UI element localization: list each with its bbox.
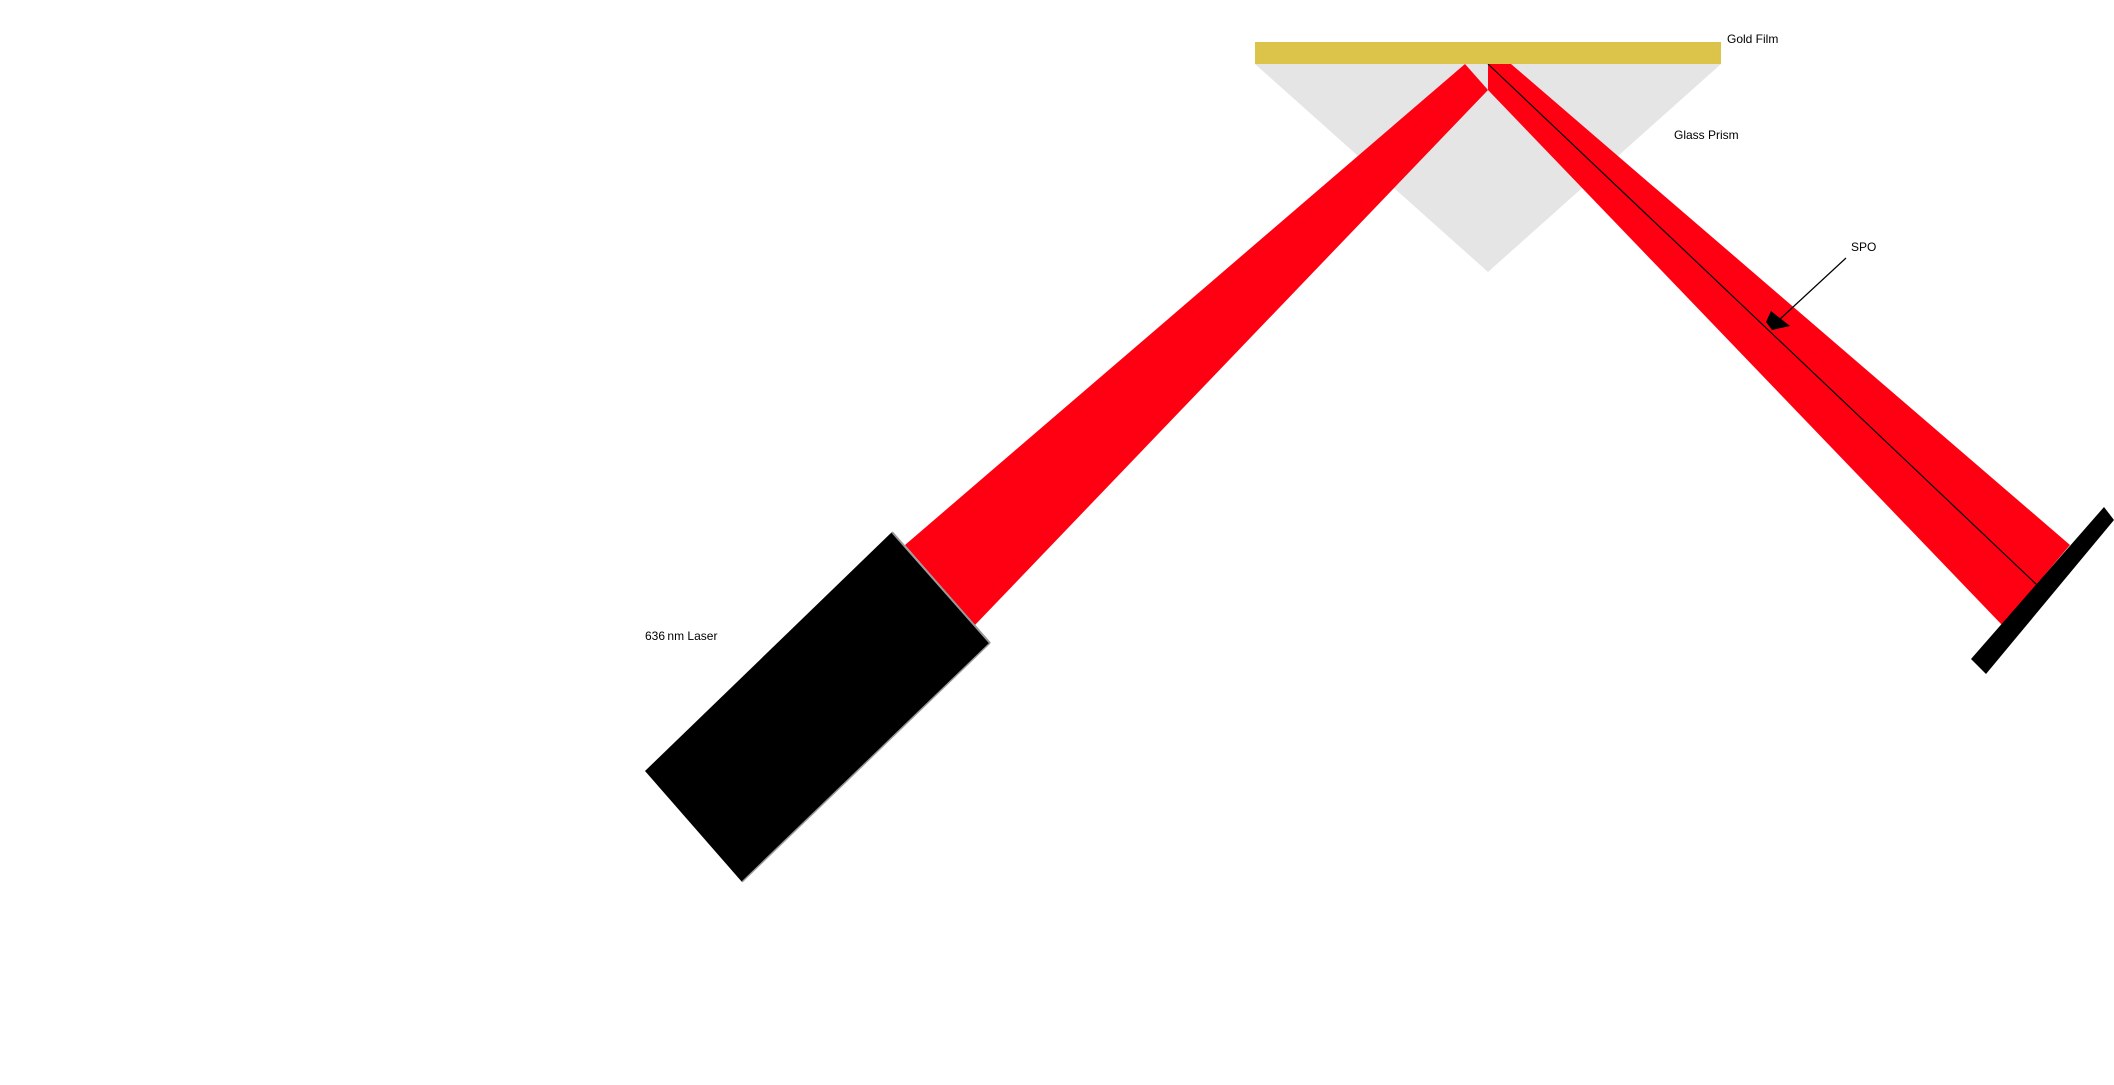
- reflected-beam: [1488, 64, 2070, 625]
- glass-prism-label: Glass Prism: [1674, 128, 1739, 142]
- spo-label: SPO: [1851, 240, 1876, 254]
- detector-plate: [1971, 507, 2114, 674]
- gold-film-label: Gold Film: [1727, 32, 1778, 46]
- laser-body: [645, 532, 990, 882]
- spo-wave-line: [1487, 63, 2038, 586]
- spo-pointer-line: [1778, 257, 1847, 321]
- incident-beam: [905, 64, 1488, 625]
- laser-label: 636 nm Laser: [645, 629, 717, 643]
- laser-edge-highlight: [891, 531, 991, 644]
- glass-prism: [1255, 64, 1721, 272]
- gold-film: [1255, 42, 1721, 64]
- spo-arrowhead-icon: [1766, 311, 1790, 330]
- laser-edge-highlight-lower: [741, 642, 991, 883]
